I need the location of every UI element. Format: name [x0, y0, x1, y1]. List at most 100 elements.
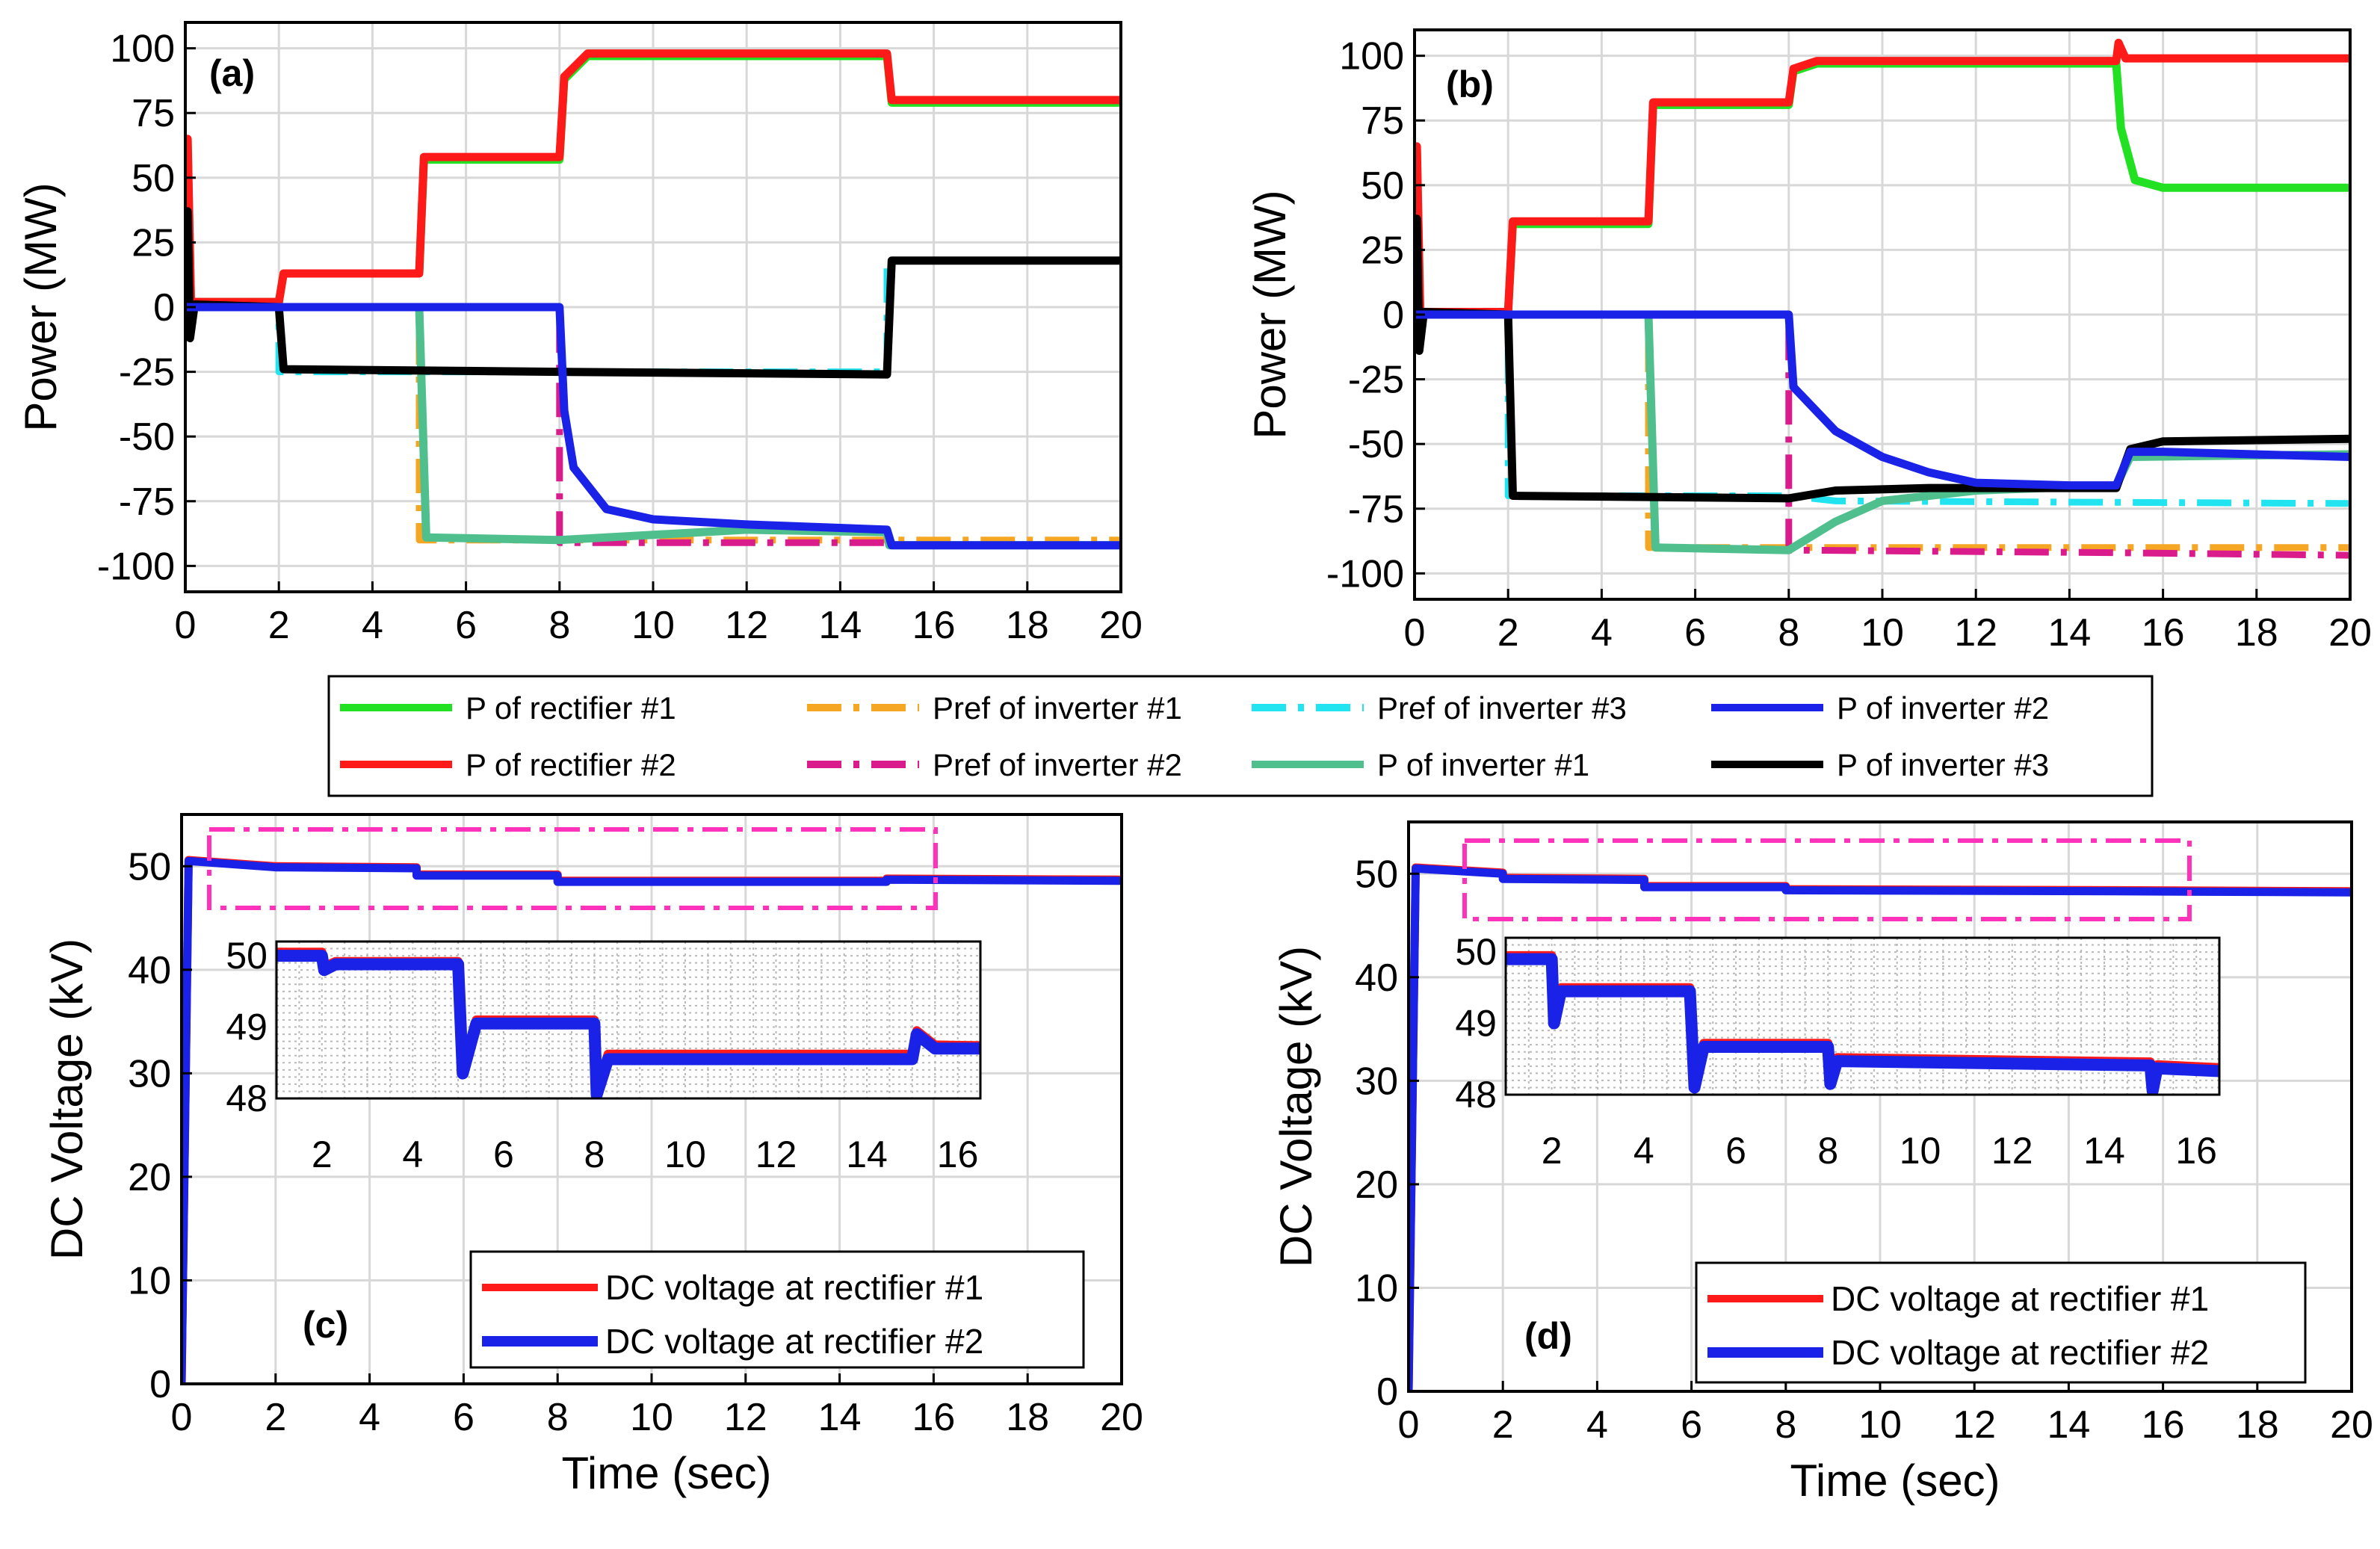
x-tick-label: 16 [912, 604, 956, 647]
x-tick-label: 14 [818, 1396, 862, 1439]
x-tick-label: 20 [1099, 604, 1143, 647]
y-axis-label: DC Voltage (kV) [1271, 946, 1321, 1267]
y-tick-label: 25 [1361, 229, 1404, 272]
inset-x-tick-label: 6 [493, 1134, 514, 1175]
x-tick-label: 12 [1953, 1403, 1996, 1447]
power-legend-label: P of inverter #3 [1837, 747, 2049, 782]
inset-x-tick-label: 10 [664, 1134, 706, 1175]
series-line-dc2 [182, 856, 1122, 1384]
inset-x-tick-label: 8 [584, 1134, 605, 1175]
x-tick-label: 0 [1404, 611, 1426, 655]
inset-x-tick-label: 2 [312, 1134, 333, 1175]
inset-series-group [276, 947, 980, 1098]
inset-x-tick-label: 4 [402, 1134, 423, 1175]
power-legend-label: P of rectifier #1 [466, 690, 676, 726]
power-legend-label: P of inverter #1 [1377, 747, 1589, 782]
voltage-legend-box [469, 1250, 1085, 1369]
x-tick-label: 18 [1006, 604, 1049, 647]
series-line-inv2 [1415, 310, 2350, 490]
y-tick-label: 50 [128, 845, 171, 888]
panel-label: (d) [1524, 1315, 1572, 1357]
x-tick-label: 12 [724, 1396, 767, 1439]
x-tick-label: 18 [2236, 1403, 2279, 1447]
series-group [182, 856, 1122, 1384]
inset-y-tick-label: 49 [226, 1007, 268, 1048]
y-tick-label: -50 [1348, 423, 1404, 466]
y-tick-label: 50 [1355, 853, 1398, 896]
x-tick-label: 10 [630, 1396, 673, 1439]
x-tick-label: 0 [1398, 1403, 1420, 1447]
x-tick-label: 2 [1497, 611, 1519, 655]
y-tick-label: 50 [132, 157, 175, 200]
x-tick-label: 6 [1684, 611, 1706, 655]
series-line-dc2 [1409, 864, 2352, 1391]
x-tick-label: 8 [1778, 611, 1799, 655]
series-line-inv2 [185, 303, 1121, 550]
x-tick-label: 12 [725, 604, 768, 647]
y-tick-label: -25 [1348, 359, 1404, 402]
x-tick-label: 18 [2235, 611, 2278, 655]
x-tick-label: 20 [2328, 611, 2372, 655]
x-tick-label: 4 [1586, 1403, 1608, 1447]
inset-series-line-dc2 [1506, 953, 2219, 1095]
panel-label: (c) [303, 1304, 348, 1346]
inset-x-tick-label: 12 [755, 1134, 797, 1175]
inset-x-tick-label: 14 [2083, 1130, 2125, 1172]
x-tick-label: 4 [359, 1396, 380, 1439]
inset-y-tick-label: 48 [1455, 1074, 1497, 1116]
series-group [1415, 38, 2350, 559]
x-tick-label: 0 [171, 1396, 193, 1439]
y-tick-label: 75 [1361, 99, 1404, 143]
voltage-legend-label: DC voltage at rectifier #1 [605, 1268, 983, 1307]
y-tick-label: 100 [1339, 35, 1404, 78]
x-axis-label: Time (sec) [1790, 1456, 2000, 1506]
inset-y-tick-label: 49 [1455, 1003, 1497, 1045]
inset-x-tick-label: 8 [1817, 1130, 1838, 1172]
x-axis-label: Time (sec) [561, 1448, 771, 1498]
inset-plot-area [1506, 938, 2219, 1095]
voltage-legend-label: DC voltage at rectifier #1 [1831, 1279, 2209, 1318]
x-tick-label: 8 [547, 1396, 569, 1439]
x-tick-label: 10 [631, 604, 675, 647]
y-tick-label: -100 [97, 545, 175, 588]
x-tick-label: 20 [2330, 1403, 2373, 1447]
x-tick-label: 16 [2142, 1403, 2185, 1447]
series-line-inv3 [185, 207, 1121, 379]
y-tick-label: 20 [1355, 1163, 1398, 1207]
zoom-region-box [207, 827, 938, 910]
inset-series-group [1506, 950, 2219, 1095]
y-tick-label: -75 [119, 480, 175, 524]
power-legend-label: Pref of inverter #2 [933, 747, 1182, 782]
power-legend-box [327, 675, 2154, 797]
y-tick-label: -100 [1326, 552, 1404, 596]
x-tick-label: 4 [1591, 611, 1613, 655]
series-group [185, 49, 1121, 550]
x-tick-label: 10 [1858, 1403, 1902, 1447]
x-tick-label: 16 [2142, 611, 2185, 655]
y-tick-label: 25 [132, 221, 175, 265]
power-legend-label: Pref of inverter #1 [933, 690, 1182, 726]
y-tick-label: -75 [1348, 488, 1404, 531]
panel-label: (a) [209, 52, 255, 94]
y-tick-label: 30 [128, 1052, 171, 1095]
y-tick-label: 50 [1361, 164, 1404, 208]
y-tick-label: 40 [128, 949, 171, 992]
x-tick-label: 10 [1861, 611, 1904, 655]
y-tick-label: 30 [1355, 1060, 1398, 1103]
y-tick-label: 20 [128, 1156, 171, 1199]
x-tick-label: 2 [265, 1396, 286, 1439]
x-tick-label: 8 [548, 604, 570, 647]
inset-frame [275, 940, 982, 1100]
x-tick-label: 6 [455, 604, 477, 647]
inset-x-tick-label: 10 [1900, 1130, 1941, 1172]
y-axis-label: Power (MW) [1245, 190, 1295, 439]
zoom-region-box [1462, 838, 2192, 921]
y-tick-label: -25 [119, 351, 175, 395]
x-tick-label: 14 [2047, 1403, 2090, 1447]
y-tick-label: 0 [149, 1363, 171, 1406]
inset-y-tick-label: 50 [1455, 931, 1497, 973]
y-axis-label: Power (MW) [16, 182, 66, 431]
x-tick-label: 2 [1492, 1403, 1514, 1447]
x-tick-label: 6 [1681, 1403, 1702, 1447]
